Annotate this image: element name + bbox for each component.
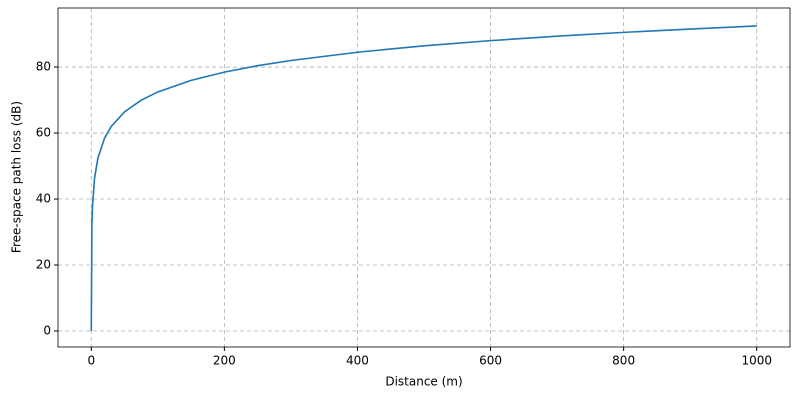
y-tick-label: 0 [43, 323, 51, 337]
x-tick-label: 0 [87, 354, 95, 368]
x-axis-label: Distance (m) [385, 375, 462, 389]
x-tick-label: 400 [346, 354, 369, 368]
x-tick-label: 600 [479, 354, 502, 368]
y-tick-label: 80 [36, 60, 51, 74]
x-tick-label: 200 [213, 354, 236, 368]
y-tick-label: 40 [36, 192, 51, 206]
y-tick-label: 60 [36, 126, 51, 140]
plot-frame [57, 7, 791, 348]
line [90, 25, 757, 332]
x-tick-label: 800 [612, 354, 635, 368]
y-tick-label: 20 [36, 258, 51, 272]
y-axis-label: Free-space path loss (dB) [10, 101, 24, 253]
x-tick-label: 1000 [741, 354, 772, 368]
